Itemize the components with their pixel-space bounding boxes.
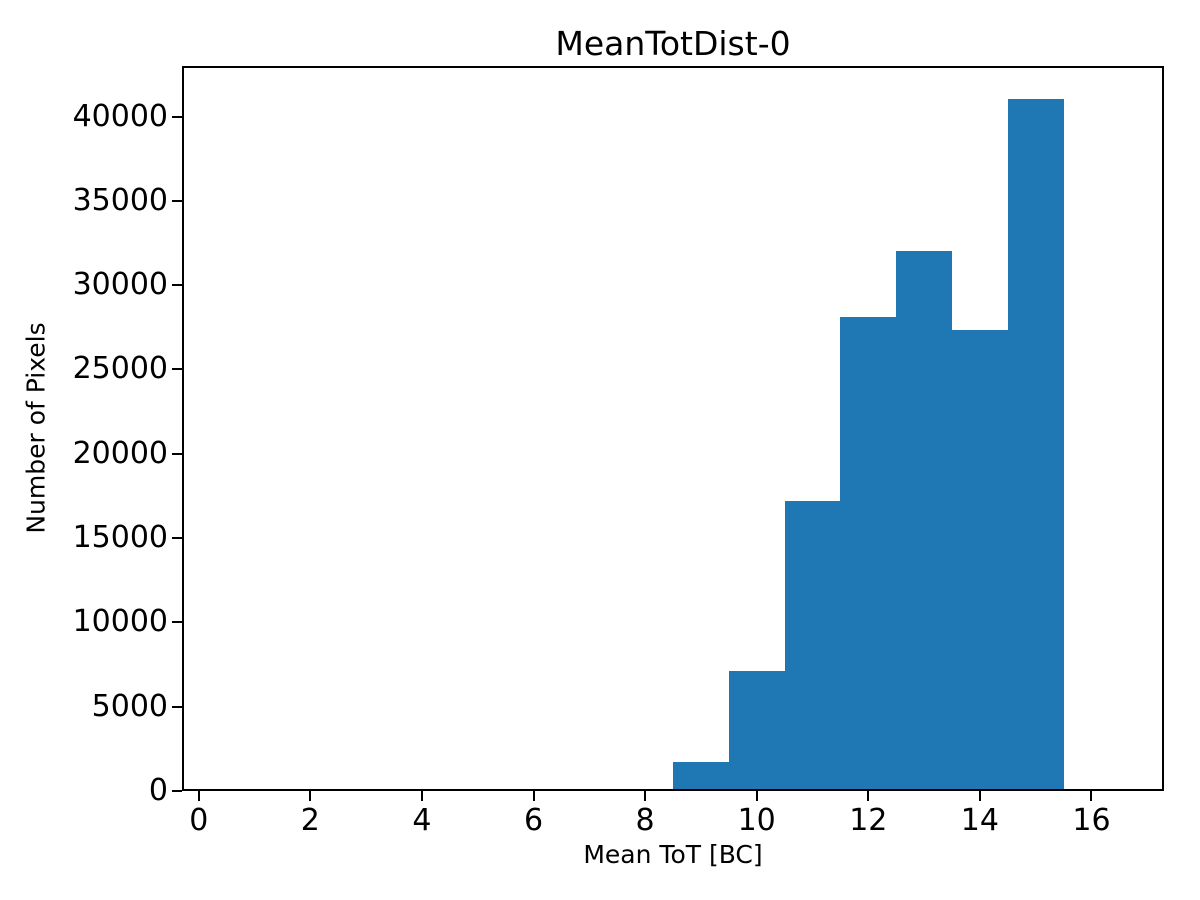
plot-area xyxy=(182,66,1164,791)
y-tick-label: 35000 xyxy=(72,182,168,218)
y-tick-label: 15000 xyxy=(72,520,168,556)
histogram-bar xyxy=(784,500,841,789)
x-tick-label: 6 xyxy=(523,803,544,838)
y-tick-mark xyxy=(172,115,182,118)
y-tick-mark xyxy=(172,790,182,792)
y-tick-label: 40000 xyxy=(72,98,168,134)
x-tick-label: 16 xyxy=(1072,803,1111,838)
x-tick-mark xyxy=(978,791,981,801)
y-tick-label: 5000 xyxy=(91,688,168,724)
y-tick-label: 30000 xyxy=(72,267,168,303)
x-tick-label: 8 xyxy=(635,803,655,838)
y-tick-label: 10000 xyxy=(72,604,168,640)
x-tick-mark xyxy=(197,791,200,801)
y-tick-mark xyxy=(172,368,182,371)
x-tick-mark xyxy=(420,791,423,801)
x-tick-label: 2 xyxy=(300,803,320,838)
histogram-bar xyxy=(896,251,952,789)
x-tick-mark xyxy=(644,791,647,801)
x-tick-mark xyxy=(309,791,312,801)
x-tick-mark xyxy=(532,791,535,801)
x-tick-mark xyxy=(755,791,758,801)
y-axis-label: Number of Pixels xyxy=(21,322,51,534)
x-tick-label: 4 xyxy=(412,803,432,838)
y-tick-mark xyxy=(172,199,182,202)
chart-title: MeanTotDist-0 xyxy=(555,24,791,63)
x-tick-label: 12 xyxy=(849,803,888,838)
y-tick-mark xyxy=(172,452,182,455)
y-tick-mark xyxy=(172,284,182,287)
x-tick-mark xyxy=(1090,791,1093,801)
histogram-bar xyxy=(673,762,729,789)
x-tick-mark xyxy=(867,791,870,801)
y-tick-label: 0 xyxy=(148,773,168,808)
histogram-bar xyxy=(1007,99,1064,789)
histogram-bar xyxy=(728,670,785,789)
y-tick-mark xyxy=(172,621,182,624)
y-tick-label: 20000 xyxy=(72,435,168,471)
x-tick-label: 0 xyxy=(189,803,209,838)
x-axis-label: Mean ToT [BC] xyxy=(583,840,763,869)
histogram-bar xyxy=(840,316,897,789)
y-tick-mark xyxy=(172,705,182,708)
y-tick-label: 25000 xyxy=(72,351,168,387)
y-tick-mark xyxy=(172,537,182,540)
histogram-bar xyxy=(951,330,1008,789)
x-tick-label: 10 xyxy=(737,803,776,838)
x-tick-label: 14 xyxy=(960,803,999,838)
